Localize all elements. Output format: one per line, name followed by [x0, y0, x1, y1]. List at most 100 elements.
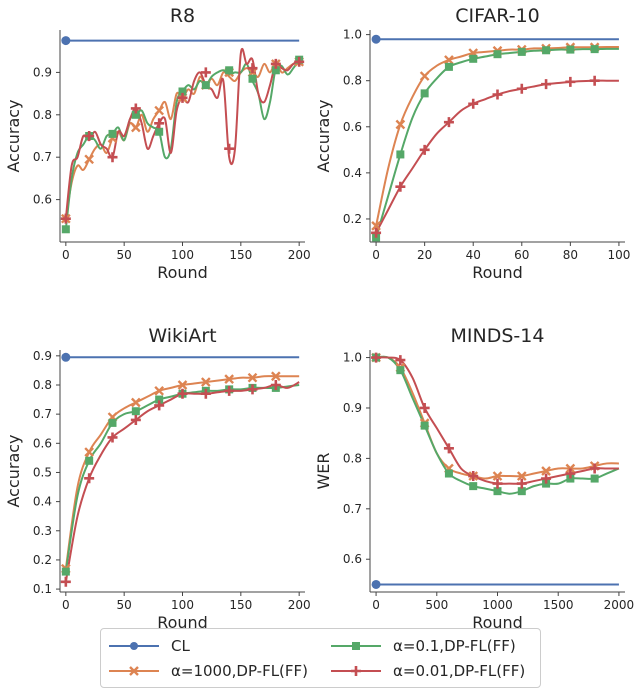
data-point-CL: [61, 36, 71, 46]
legend-item-a01: α=0.1,DP-FL(FF): [331, 634, 516, 658]
data-point-a1000: [130, 122, 141, 133]
data-point-a01: [108, 129, 117, 138]
y-tick-label: 0.5: [33, 465, 52, 479]
data-point-a01: [271, 66, 280, 75]
data-point-a001: [130, 103, 141, 114]
data-point-a01: [444, 469, 453, 478]
x-tick-label: 20: [417, 248, 432, 262]
data-point-a01: [420, 89, 429, 98]
y-tick-label: 0.7: [343, 502, 362, 516]
y-tick-label: 0.6: [343, 552, 362, 566]
data-point-a01: [61, 567, 70, 576]
data-point-a001: [154, 400, 165, 411]
data-point-a001: [84, 473, 95, 484]
legend-item-a1000: α=1000,DP-FL(FF): [109, 659, 308, 683]
data-point-a1000: [84, 154, 95, 165]
data-point-a001: [468, 98, 479, 109]
x-tick-label: 0: [372, 598, 380, 612]
series-line-a01: [375, 47, 619, 238]
data-point-a001: [589, 75, 600, 86]
data-point-a1000: [419, 71, 430, 81]
x-tick-label: 200: [288, 248, 311, 262]
x-tick-label: 50: [117, 598, 132, 612]
x-tick-label: 100: [607, 248, 630, 262]
data-point-a01: [469, 482, 478, 491]
legend-marker-a1000: [109, 666, 159, 676]
chart-panel-4: MINDS-14 0 500 1000 1500 2000 0.6 0.7 0.8 0.9 1.0 R…: [314, 325, 634, 628]
data-point-CL: [371, 34, 381, 44]
data-point-a01: [542, 479, 551, 488]
data-point-a001: [177, 92, 188, 103]
data-point-CL: [371, 579, 381, 589]
x-tick-label: 1000: [482, 598, 513, 612]
y-tick-label: 0.8: [33, 108, 52, 122]
x-axis-label: Round: [157, 613, 208, 628]
chart-panel-2: CIFAR-10 0 20 40 60 80 100 0.2 0.4 0.6 0.8 1.0 Round…: [314, 5, 630, 282]
x-tick-label: 50: [117, 248, 132, 262]
legend-marker-a001: [331, 666, 381, 676]
x-tick-label: 1500: [543, 598, 574, 612]
data-point-a01: [517, 47, 526, 56]
data-point-a001: [247, 63, 258, 74]
chart-title: MINDS-14: [451, 325, 545, 347]
series-line-a1000: [375, 46, 619, 227]
data-point-a001: [419, 402, 430, 413]
data-point-a01: [396, 150, 405, 159]
data-point-a001: [443, 443, 454, 454]
data-point-a001: [60, 576, 71, 587]
data-point-a1000: [444, 55, 454, 65]
data-point-a001: [200, 67, 211, 78]
y-tick-label: 0.4: [343, 166, 362, 180]
data-point-a01: [155, 395, 164, 404]
chart-title: R8: [170, 5, 195, 27]
data-point-a001: [419, 144, 430, 155]
y-tick-label: 0.8: [343, 74, 362, 88]
data-point-a001: [468, 471, 479, 482]
x-tick-label: 0: [372, 248, 380, 262]
data-point-a01: [444, 62, 453, 71]
x-tick-label: 100: [171, 598, 194, 612]
data-point-a001: [84, 131, 95, 141]
data-point-a001: [565, 468, 576, 479]
data-point-a01: [493, 487, 502, 496]
data-point-a001: [371, 227, 382, 238]
y-tick-label: 0.4: [33, 495, 52, 509]
y-tick-label: 0.7: [33, 407, 52, 421]
x-tick-label: 150: [229, 598, 252, 612]
series-line-a001: [64, 47, 300, 219]
data-point-a001: [492, 89, 503, 100]
data-point-a001: [247, 384, 258, 395]
data-point-a001: [270, 58, 281, 69]
x-tick-label: 2000: [604, 598, 635, 612]
series-line-a1000: [64, 375, 300, 569]
series-line-a01: [64, 383, 300, 572]
data-point-a01: [178, 87, 187, 96]
data-point-a001: [492, 478, 503, 489]
legend-label-a1000: α=1000,DP-FL(FF): [171, 662, 309, 680]
y-tick-label: 0.2: [343, 212, 362, 226]
data-point-a01: [590, 45, 599, 54]
data-point-a01: [396, 366, 405, 375]
data-point-a01: [248, 74, 257, 83]
data-point-a01: [493, 50, 502, 59]
x-tick-label: 0: [62, 598, 70, 612]
data-point-a001: [107, 152, 118, 163]
data-point-a1000: [516, 471, 527, 481]
data-point-a01: [469, 54, 478, 63]
legend-item-a001: α=0.01,DP-FL(FF): [331, 659, 525, 683]
data-point-a001: [516, 83, 527, 94]
figure: R80 50 100 150 2000.60.70.80.9RoundAccuracyC…: [4, 5, 634, 628]
data-point-a001: [107, 432, 118, 443]
data-point-a001: [224, 143, 235, 154]
data-point-a01: [517, 487, 526, 496]
data-point-a001: [443, 117, 454, 128]
data-point-a01: [108, 418, 117, 427]
chart-title: CIFAR-10: [455, 5, 540, 27]
data-point-a01: [131, 407, 140, 416]
y-tick-label: 0.8: [33, 378, 52, 392]
data-point-a1000: [154, 385, 165, 396]
x-axis-label: Round: [157, 263, 208, 282]
chart-panel-3: WikiArt 0 50 100 150 200 0.1 0.2 0.3 0.4 0.5 0.6 0.7…: [4, 325, 311, 628]
x-tick-label: 500: [425, 598, 448, 612]
x-tick-label: 80: [563, 248, 578, 262]
